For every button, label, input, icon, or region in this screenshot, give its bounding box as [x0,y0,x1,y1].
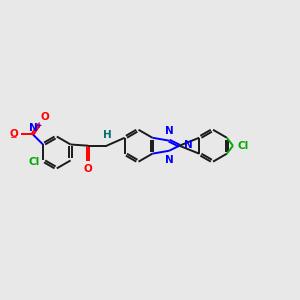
Text: N: N [165,155,173,165]
Text: N: N [165,126,173,136]
Text: N: N [29,123,38,133]
Text: −: − [8,133,16,142]
Text: O: O [40,112,49,122]
Text: +: + [35,121,41,130]
Text: N: N [184,140,193,150]
Text: O: O [83,164,92,174]
Text: Cl: Cl [28,157,39,167]
Text: H: H [103,130,112,140]
Text: Cl: Cl [237,141,249,151]
Text: O: O [10,129,18,139]
